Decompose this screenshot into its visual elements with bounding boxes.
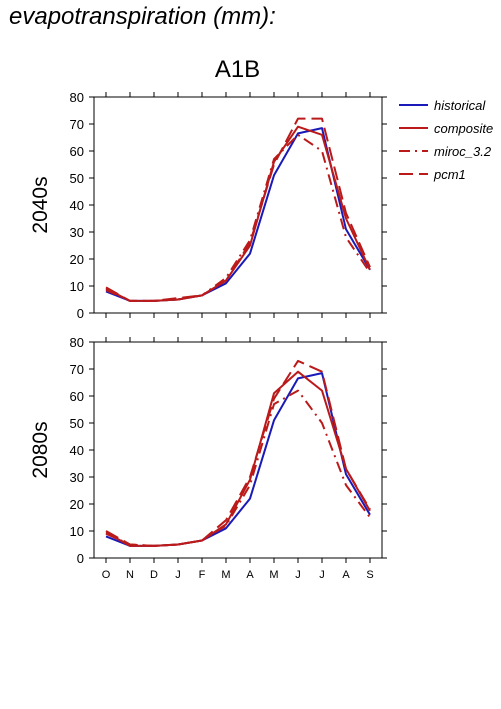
scenario-title: A1B	[214, 56, 261, 83]
y-tick-label: 0	[77, 551, 84, 566]
plot-frame	[93, 96, 383, 314]
y-tick-label: 60	[70, 389, 84, 404]
x-tick-label: S	[366, 569, 373, 581]
panel-2080s: 0 10 20 30 40 50 60 70 80 O N D J F M A M J J A S 2080s	[29, 335, 387, 581]
x-tick-label: A	[342, 569, 350, 581]
row-label-2040s: 2040s	[29, 176, 52, 233]
legend-label: miroc_3.2	[434, 144, 492, 159]
x-tick-label: O	[102, 569, 111, 581]
y-tick-label: 80	[70, 335, 84, 350]
y-tick-label: 80	[70, 90, 84, 105]
x-tick-label: J	[295, 569, 301, 581]
series-line-miroc-3-2	[105, 389, 371, 547]
y-tick-label: 70	[70, 362, 84, 377]
series-line-historical	[105, 372, 371, 547]
series-line-composite	[105, 370, 371, 547]
x-tick-label: M	[269, 569, 278, 581]
y-tick-label: 20	[70, 497, 84, 512]
legend-label: composite	[434, 121, 493, 136]
y-tick-label: 50	[70, 416, 84, 431]
x-tick-label: D	[150, 569, 158, 581]
page-title: evapotranspiration (mm):	[9, 3, 276, 30]
legend: historical composite miroc_3.2 pcm1	[399, 98, 493, 182]
y-tick-label: 50	[70, 171, 84, 186]
legend-label: pcm1	[433, 167, 466, 182]
y-tick-label: 20	[70, 252, 84, 267]
row-label-2080s: 2080s	[29, 421, 52, 478]
x-tick-label: M	[221, 569, 230, 581]
y-tick-label: 10	[70, 524, 84, 539]
y-tick-label: 40	[70, 198, 84, 213]
series-line-pcm1	[105, 359, 371, 547]
y-tick-label: 10	[70, 279, 84, 294]
x-tick-label: J	[319, 569, 325, 581]
x-tick-label: J	[175, 569, 181, 581]
series-line-pcm1	[105, 117, 371, 302]
y-tick-label: 30	[70, 225, 84, 240]
panel-2040s: 0 10 20 30 40 50 60 70 80 2040s	[29, 90, 387, 321]
y-tick-label: 40	[70, 443, 84, 458]
x-tick-label: A	[246, 569, 254, 581]
x-tick-label: N	[126, 569, 134, 581]
x-tick-label: F	[199, 569, 206, 581]
y-tick-label: 30	[70, 470, 84, 485]
legend-label: historical	[434, 98, 486, 113]
plot-frame	[93, 341, 383, 559]
y-tick-label: 0	[77, 306, 84, 321]
y-tick-label: 70	[70, 117, 84, 132]
y-tick-label: 60	[70, 144, 84, 159]
